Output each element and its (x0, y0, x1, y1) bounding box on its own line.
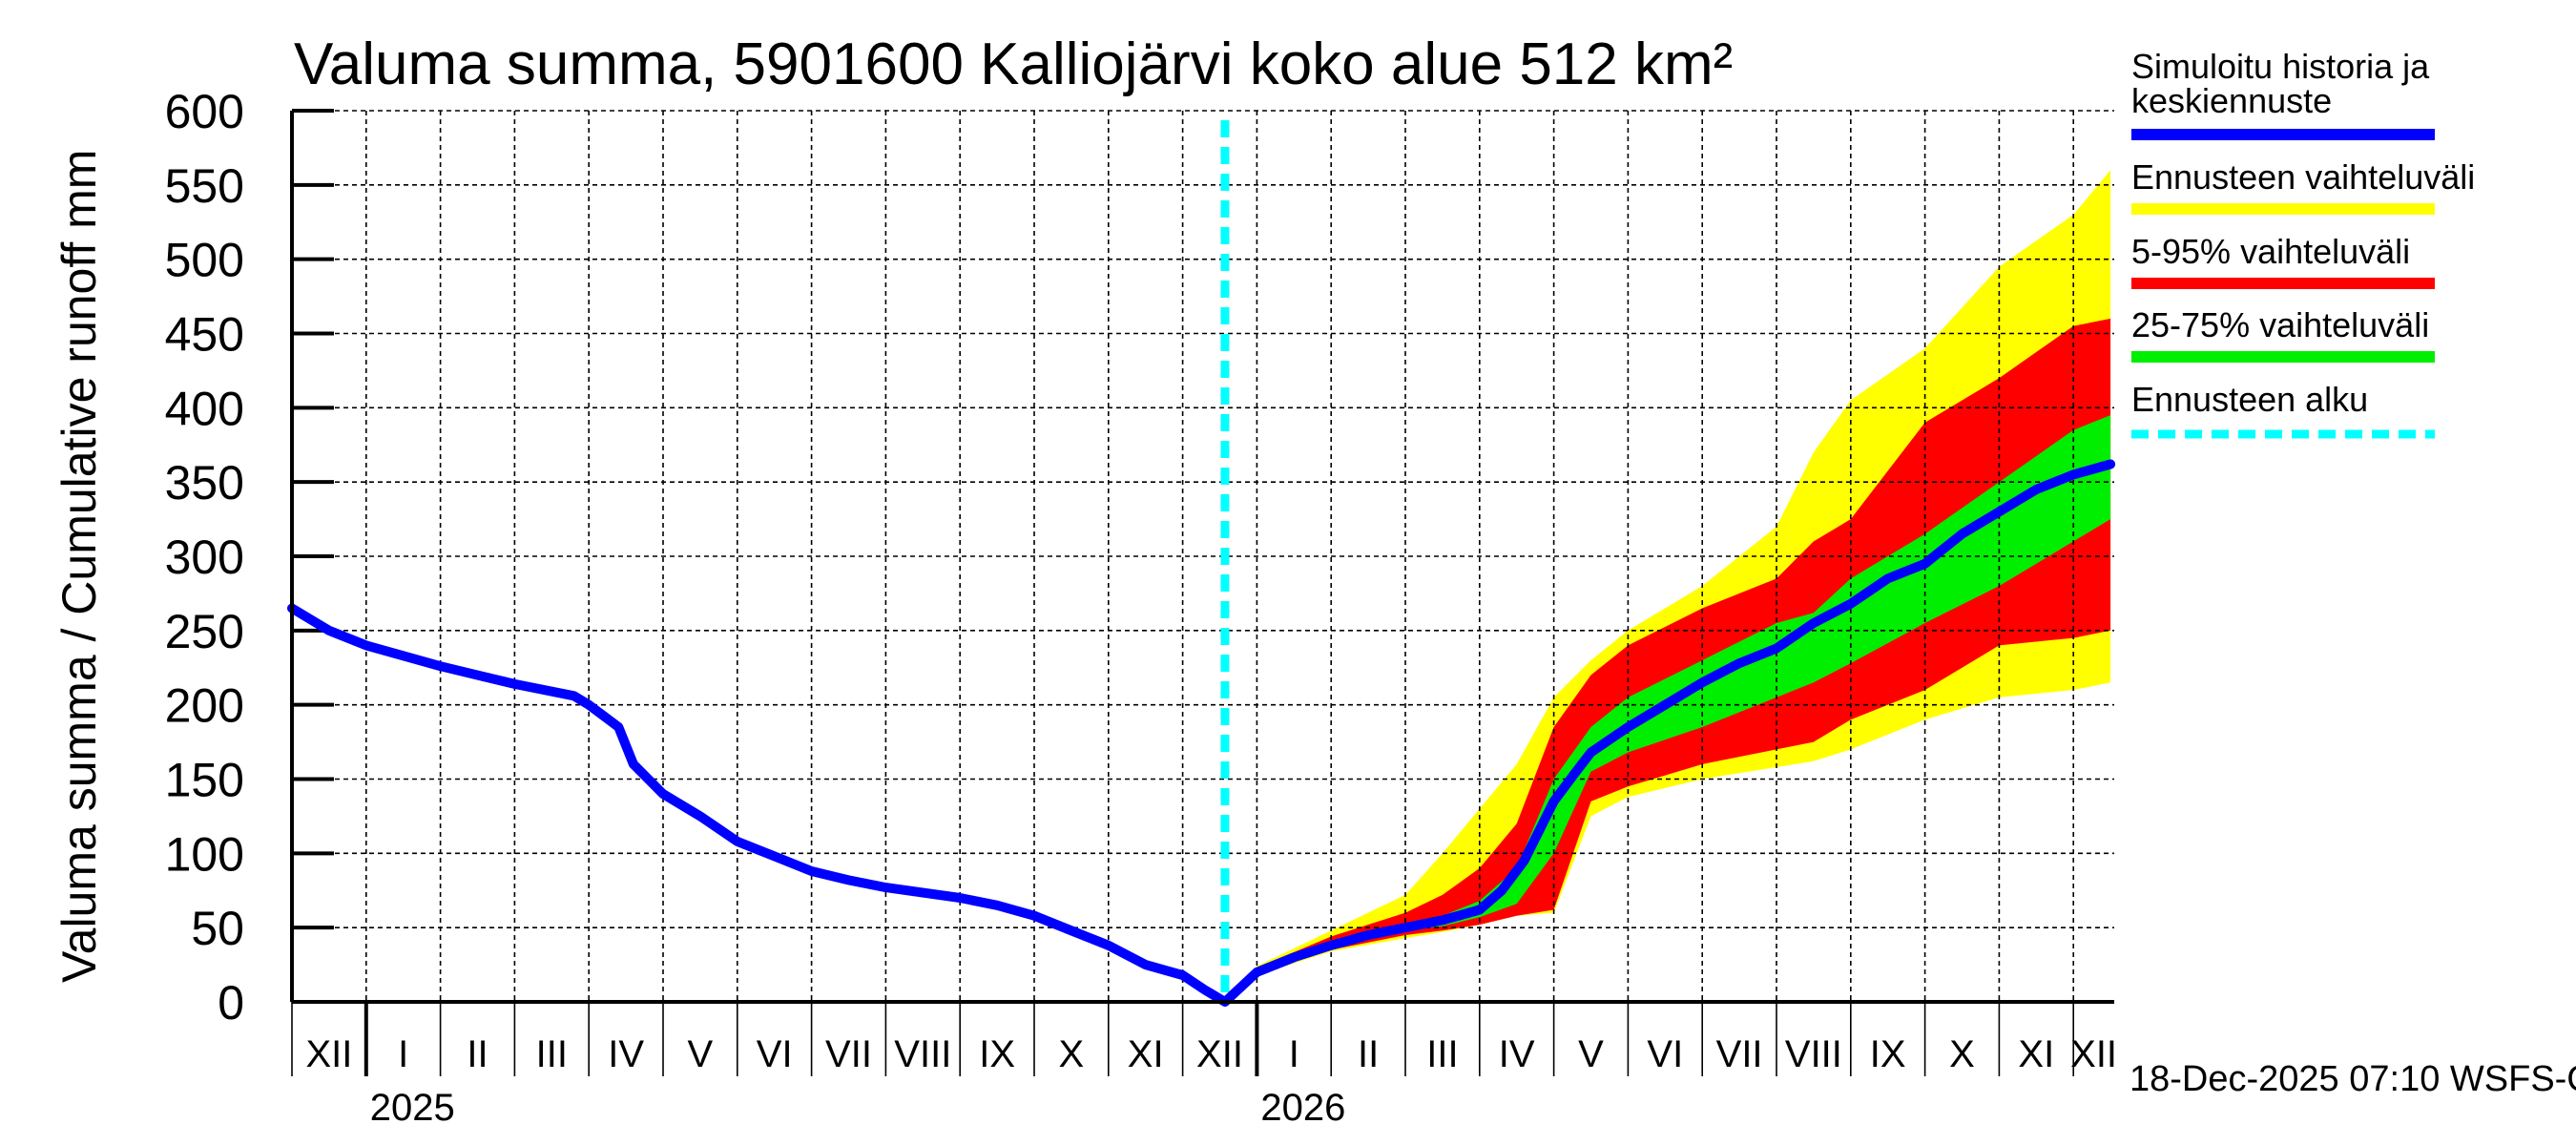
x-month-label: VIII (894, 1033, 951, 1075)
y-tick-label: 250 (165, 605, 244, 658)
x-year-label: 2026 (1260, 1087, 1345, 1129)
x-month-label: XII (305, 1033, 352, 1075)
y-axis-label: Valuma summa / Cumulative runoff mm (52, 150, 106, 983)
x-month-label: V (1578, 1033, 1604, 1075)
x-month-label: I (398, 1033, 408, 1075)
x-month-label: XII (2070, 1033, 2117, 1075)
x-month-label: IX (1870, 1033, 1906, 1075)
y-tick-label: 0 (218, 976, 244, 1030)
x-month-label: VII (1716, 1033, 1763, 1075)
legend-swatch (2131, 203, 2435, 215)
legend-label: 25-75% vaihteluväli (2131, 305, 2429, 344)
legend-label: Simuloitu historia ja (2131, 47, 2430, 86)
legend-label: 5-95% vaihteluväli (2131, 232, 2410, 271)
grid (292, 110, 2114, 1002)
x-month-label: IV (608, 1033, 644, 1075)
y-tick-label: 100 (165, 827, 244, 881)
y-tick-label: 500 (165, 234, 244, 287)
x-month-label: III (1426, 1033, 1458, 1075)
x-month-label: V (688, 1033, 714, 1075)
y-tick-label: 200 (165, 679, 244, 733)
x-month-label: IV (1499, 1033, 1535, 1075)
legend-label: keskiennuste (2131, 81, 2332, 120)
y-tick-label: 350 (165, 456, 244, 510)
x-month-label: II (467, 1033, 488, 1075)
x-year-label: 2025 (370, 1087, 455, 1129)
y-tick-label: 400 (165, 382, 244, 435)
y-tick-label: 600 (165, 85, 244, 138)
legend-label: Ennusteen vaihteluväli (2131, 157, 2475, 197)
axes (290, 111, 2114, 1004)
band-yellow (1225, 170, 2111, 1003)
x-month-label: VIII (1785, 1033, 1842, 1075)
series-lines (287, 459, 2116, 1007)
y-axis-label-group: Valuma summa / Cumulative runoff mm (52, 150, 106, 983)
x-month-label: X (1059, 1033, 1085, 1075)
timestamp-label: 18-Dec-2025 07:10 WSFS-O (2129, 1059, 2576, 1099)
x-month-label: I (1289, 1033, 1299, 1075)
x-month-label: VII (825, 1033, 872, 1075)
y-tick-label: 50 (191, 902, 244, 955)
x-month-label: XI (1128, 1033, 1164, 1075)
legend-swatch (2131, 129, 2435, 140)
y-tick-label: 550 (165, 159, 244, 213)
legend-label: Ennusteen alku (2131, 380, 2368, 419)
y-tick-label: 450 (165, 308, 244, 362)
chart-title: Valuma summa, 5901600 Kalliojärvi koko a… (294, 31, 1733, 97)
forecast-bands (1225, 170, 2111, 1003)
x-month-label: II (1358, 1033, 1379, 1075)
x-month-label: XII (1196, 1033, 1243, 1075)
x-month-label: VI (757, 1033, 793, 1075)
y-axis-ticks: 0 50 100 150 200 250 300 350 400 450 500 550 600 (165, 85, 334, 1030)
y-tick-label: 300 (165, 531, 244, 584)
x-month-label: IX (979, 1033, 1015, 1075)
x-axis-ticks: XII I II III IV V VI VII VIII IX X XI XII I II III IV V VI… (291, 1002, 2117, 1129)
legend-swatch (2131, 278, 2435, 289)
y-tick-label: 150 (165, 754, 244, 807)
legend-swatch (2131, 351, 2435, 363)
band-red (1225, 318, 2111, 1002)
series-line-median (287, 459, 2116, 1007)
x-month-label: VI (1647, 1033, 1683, 1075)
x-month-label: X (1949, 1033, 1975, 1075)
x-month-label: III (536, 1033, 568, 1075)
x-month-label: XI (2018, 1033, 2054, 1075)
